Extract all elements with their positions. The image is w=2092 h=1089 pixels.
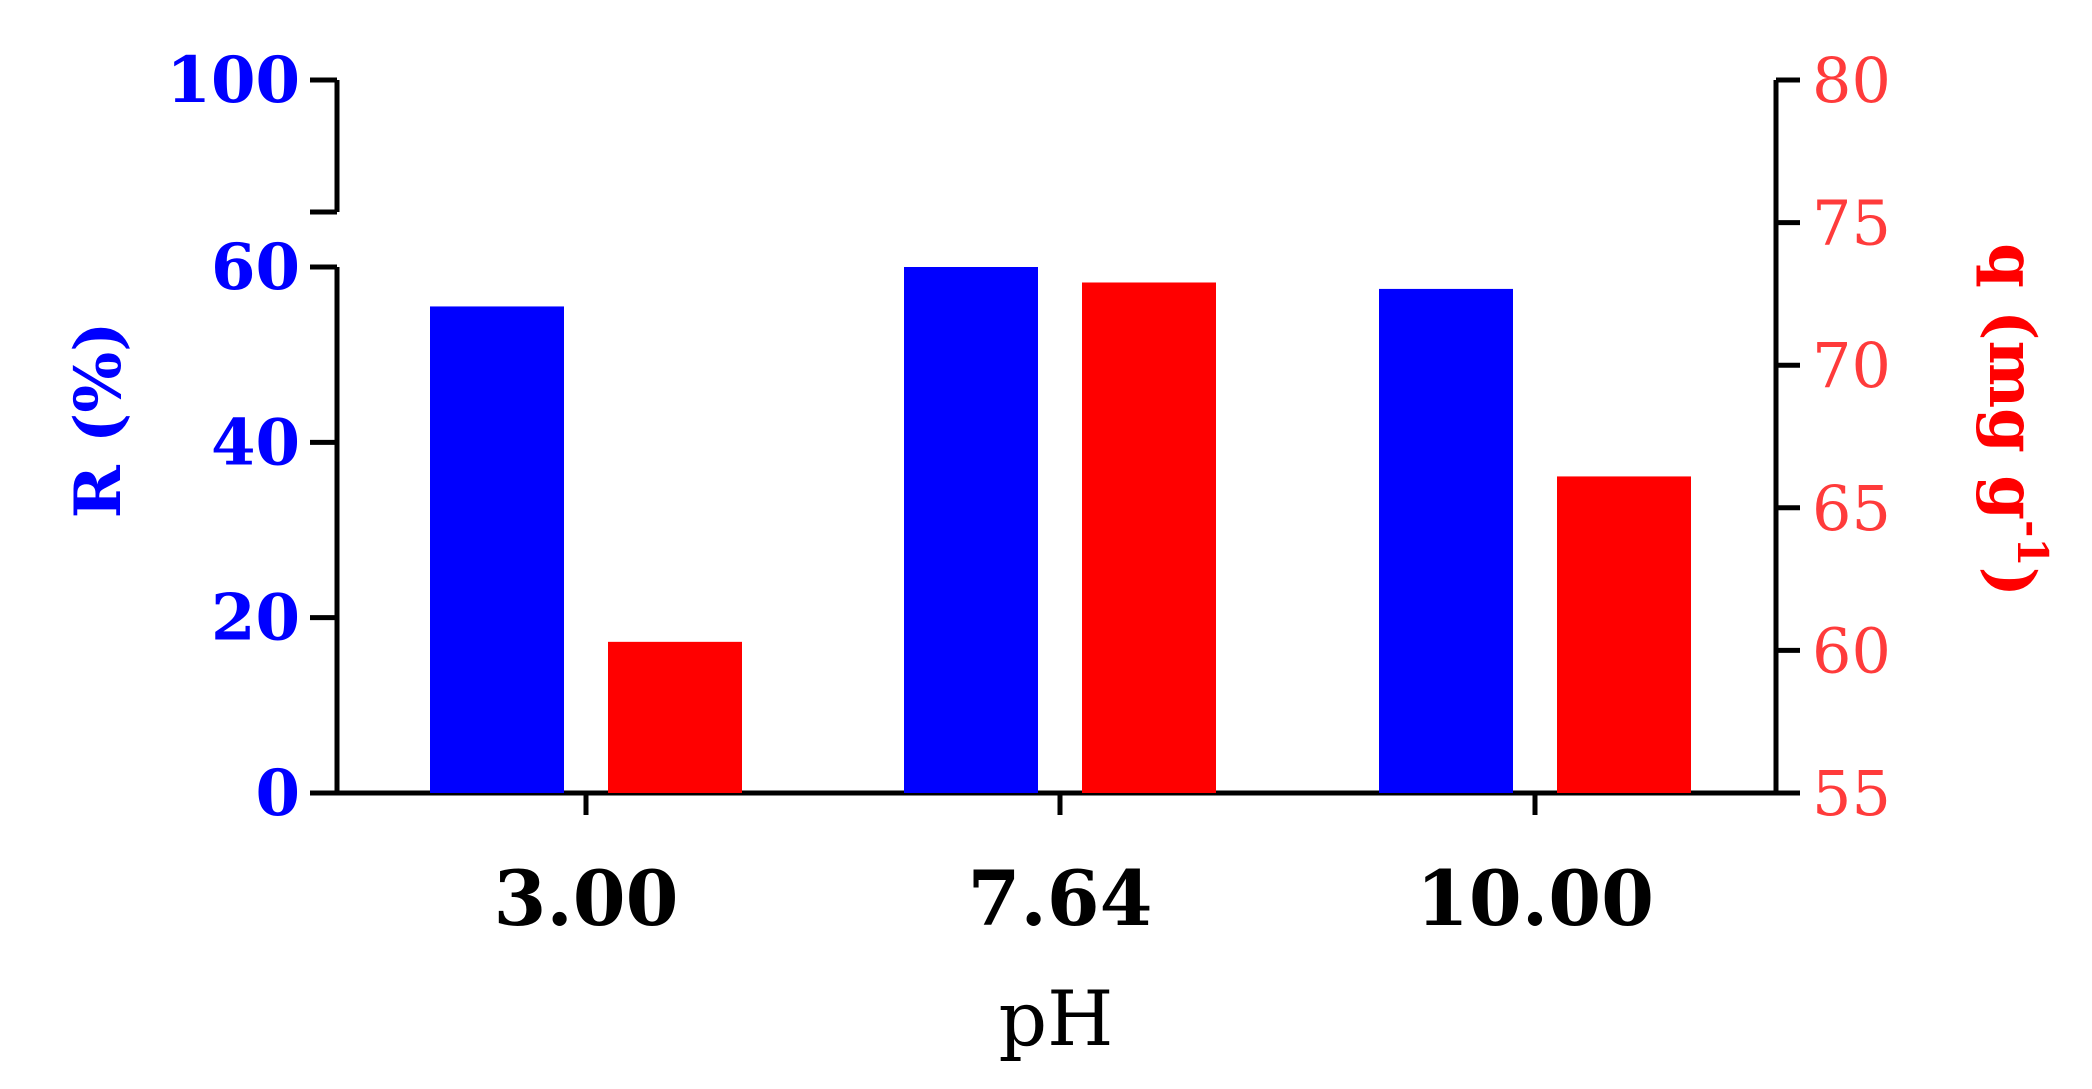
bar-r-percent [1379, 288, 1513, 793]
right-axis-ticks: 55 60 65 70 75 80 [1776, 44, 1891, 830]
x-tick-label: 10.00 [1416, 854, 1654, 943]
bars [430, 267, 1691, 793]
bar-q-mg-g [1082, 282, 1216, 793]
bar-q-mg-g [608, 641, 742, 793]
x-axis-title: pH [999, 974, 1114, 1063]
left-axis-title: R (%) [61, 322, 136, 519]
right-tick-label: 75 [1812, 187, 1891, 260]
x-tick-label: 3.00 [493, 854, 678, 943]
right-tick-label: 65 [1812, 472, 1891, 545]
right-tick-label: 55 [1812, 757, 1891, 830]
bar-q-mg-g [1557, 476, 1691, 793]
left-tick-label: 100 [166, 43, 300, 118]
left-tick-label: 60 [211, 230, 300, 305]
x-axis-ticks: 3.00 7.64 10.00 [493, 793, 1654, 943]
bar-r-percent [904, 267, 1038, 793]
right-axis-title-main: q (mg g [1974, 243, 2049, 520]
right-axis-title: q (mg g-1) [1974, 243, 2057, 597]
right-axis-title-close: ) [1974, 567, 2049, 597]
right-tick-label: 60 [1812, 614, 1891, 687]
left-tick-label: 20 [211, 581, 300, 656]
right-tick-label: 70 [1812, 329, 1891, 402]
left-tick-label: 0 [255, 756, 300, 831]
left-tick-label: 40 [211, 405, 300, 480]
bar-r-percent [430, 306, 564, 793]
x-tick-label: 7.64 [967, 854, 1152, 943]
left-axis-ticks: 0 20 40 60 100 [166, 43, 337, 831]
right-tick-label: 80 [1812, 44, 1891, 117]
right-axis-title-sup: -1 [2008, 520, 2057, 567]
